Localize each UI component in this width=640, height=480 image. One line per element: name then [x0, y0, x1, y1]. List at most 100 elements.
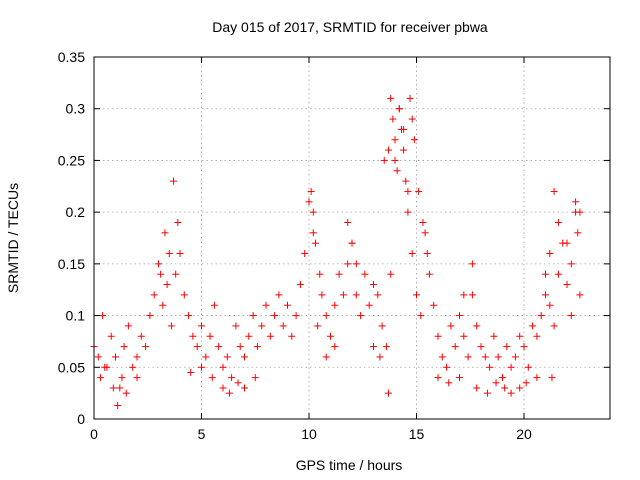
data-point	[339, 291, 347, 299]
data-point	[174, 218, 182, 226]
data-point	[118, 374, 126, 382]
data-point	[370, 281, 377, 289]
data-point	[133, 374, 141, 382]
data-point	[284, 301, 291, 309]
data-point	[344, 260, 352, 268]
x-tick-label: 15	[409, 426, 425, 442]
data-point	[576, 291, 584, 299]
data-point	[494, 353, 502, 361]
data-point	[210, 301, 218, 309]
y-tick-label: 0	[77, 411, 85, 427]
y-axis-label: SRMTID / TECUs	[5, 183, 21, 293]
data-point	[430, 301, 438, 309]
data-point	[219, 363, 227, 371]
data-point	[395, 105, 403, 113]
data-point	[94, 353, 102, 361]
data-point	[202, 353, 210, 361]
data-point	[198, 322, 205, 330]
data-point	[391, 136, 399, 144]
data-point	[533, 374, 541, 382]
data-point	[185, 312, 193, 320]
data-point	[447, 322, 455, 330]
data-point	[397, 125, 405, 133]
data-point	[241, 384, 248, 392]
x-tick-label: 0	[90, 426, 98, 442]
data-point	[468, 260, 476, 268]
data-point	[434, 374, 442, 382]
data-point	[301, 250, 309, 258]
data-point	[120, 343, 128, 351]
data-point	[193, 343, 201, 351]
data-point	[357, 312, 365, 320]
data-point	[137, 332, 145, 340]
data-point	[522, 379, 530, 387]
data-point	[483, 389, 491, 397]
data-point	[567, 312, 575, 320]
data-point	[507, 389, 515, 397]
data-point	[374, 291, 382, 299]
data-point	[101, 363, 109, 371]
data-point	[554, 218, 562, 226]
grid-lines	[94, 57, 610, 419]
data-point	[443, 363, 451, 371]
data-point	[311, 239, 319, 247]
data-point	[112, 353, 119, 361]
data-point	[546, 250, 554, 258]
data-point	[361, 270, 369, 278]
data-point	[249, 312, 257, 320]
data-point	[400, 146, 408, 154]
x-axis-label: GPS time / hours	[296, 457, 403, 473]
x-tick-label: 10	[301, 426, 317, 442]
data-point	[223, 353, 231, 361]
data-point	[309, 229, 317, 237]
data-point	[516, 332, 524, 340]
data-point	[492, 379, 500, 387]
data-point	[161, 229, 169, 237]
data-point	[266, 332, 274, 340]
data-point	[331, 343, 339, 351]
data-point	[251, 374, 259, 382]
data-point	[124, 322, 132, 330]
data-point	[271, 312, 279, 320]
data-point	[385, 146, 393, 154]
data-point	[503, 343, 511, 351]
data-point	[189, 332, 197, 340]
data-point	[258, 322, 266, 330]
data-point	[348, 239, 356, 247]
data-point	[473, 384, 481, 392]
data-point	[305, 198, 313, 206]
data-point	[344, 218, 352, 226]
data-point	[516, 384, 524, 392]
data-point	[378, 322, 386, 330]
data-point	[167, 322, 175, 330]
data-point	[279, 322, 287, 330]
data-point	[385, 389, 393, 397]
data-point	[425, 270, 433, 278]
data-point	[163, 281, 171, 289]
data-points	[90, 94, 584, 410]
data-point	[109, 384, 117, 392]
data-point	[228, 374, 236, 382]
data-point	[352, 291, 360, 299]
data-point	[563, 281, 571, 289]
data-point	[550, 187, 558, 195]
data-point	[413, 291, 420, 299]
data-point	[150, 291, 158, 299]
data-point	[406, 94, 414, 102]
y-tick-label: 0.15	[58, 256, 85, 272]
data-point	[262, 301, 270, 309]
data-point	[550, 322, 558, 330]
data-point	[327, 332, 334, 340]
data-point	[331, 301, 339, 309]
data-point	[574, 229, 582, 237]
data-point	[393, 167, 401, 175]
data-point	[142, 343, 150, 351]
data-point	[314, 322, 322, 330]
data-point	[408, 115, 416, 123]
data-point	[232, 322, 240, 330]
data-point	[460, 332, 468, 340]
data-point	[225, 389, 233, 397]
data-point	[322, 353, 330, 361]
data-point	[456, 374, 463, 382]
data-point	[365, 301, 373, 309]
